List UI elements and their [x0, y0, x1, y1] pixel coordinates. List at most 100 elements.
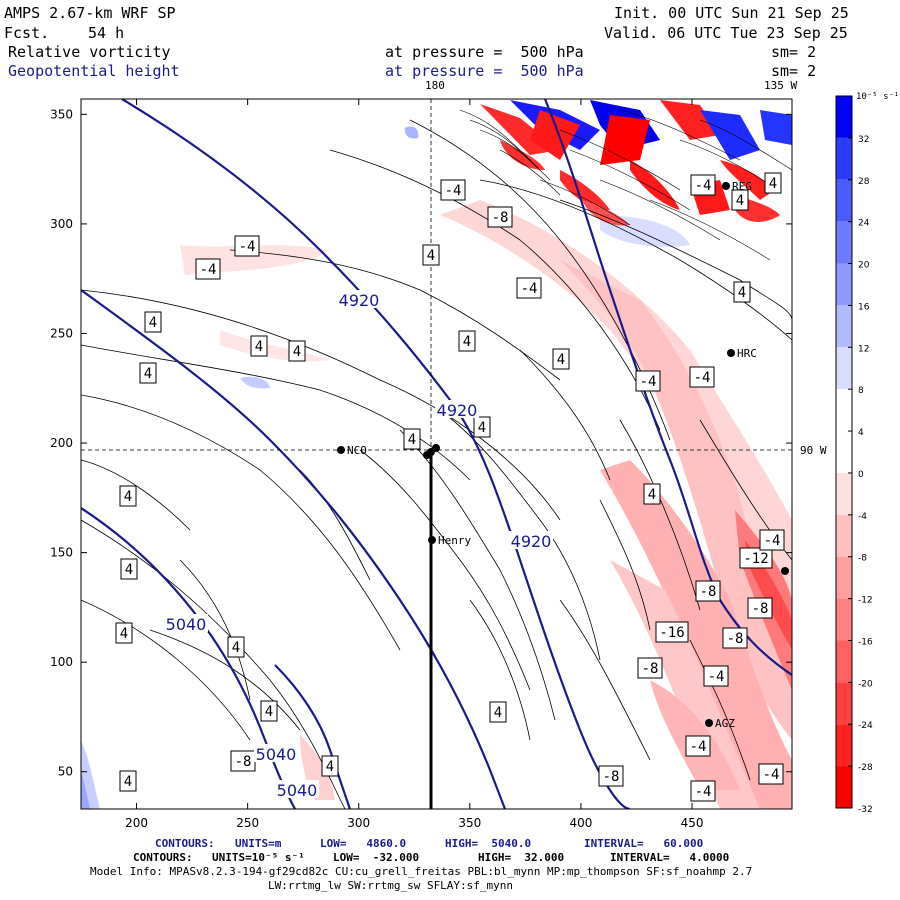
colorbar-label: 20 — [858, 261, 870, 271]
vorticity-label: -4 — [763, 767, 780, 783]
colorbar-label: 0 — [858, 470, 864, 480]
vorticity-label-box — [516, 277, 542, 299]
vorticity-label: 4 — [149, 315, 157, 331]
vorticity-label-box — [739, 547, 773, 569]
height-label: 5040 — [256, 745, 297, 764]
vorticity-label: -4 — [694, 370, 711, 386]
station-markers: NCO Henry HRC AGZ REG — [337, 180, 789, 730]
footer-model-info: Model Info: MPASv8.2.3-194-gf29cd82c CU:… — [90, 865, 753, 878]
vorticity-label-box — [637, 657, 663, 679]
y-tick-label: 150 — [50, 546, 73, 560]
x-tick-label: 200 — [125, 816, 148, 830]
footer-contours1-interval: INTERVAL= 60.000 — [584, 837, 704, 850]
vorticity-label-box — [759, 529, 785, 551]
vorticity-label: 4 — [478, 420, 486, 436]
vorticity-label-box — [690, 780, 716, 802]
vorticity-label-box — [260, 700, 278, 722]
vorticity-label: -4 — [239, 239, 256, 255]
vorticity-label-box — [250, 335, 268, 357]
colorbar-label: -4 — [858, 512, 867, 522]
vorticity-label: -8 — [492, 210, 509, 226]
y-tick-label: 50 — [58, 765, 73, 779]
colorbar-unit: 10⁻⁵ s⁻¹ — [856, 92, 900, 102]
colorbar-swatch — [836, 556, 852, 599]
colorbar-swatch — [836, 514, 852, 557]
field1-level: at pressure = 500 hPa — [385, 43, 584, 61]
vorticity-label-box — [321, 755, 339, 777]
vorticity-label-box — [489, 701, 507, 723]
station-dot — [722, 182, 730, 190]
vorticity-label: 4 — [124, 774, 132, 790]
station-dot — [428, 536, 436, 544]
vorticity-label-box — [764, 172, 782, 194]
height-label-bg — [164, 614, 208, 632]
forecast-hours: 54 h — [88, 24, 125, 42]
vorticity-label: 4 — [427, 248, 435, 264]
y-tick-label: 100 — [50, 655, 73, 669]
colorbar-label: 8 — [858, 386, 864, 396]
vorticity-label: -4 — [521, 281, 538, 297]
vorticity-label-box — [722, 627, 748, 649]
station-dot — [432, 444, 440, 452]
vorticity-label-box — [288, 340, 306, 362]
vorticity-contour-lines — [81, 119, 792, 809]
y-tick-label: 250 — [50, 326, 73, 340]
vorticity-label-box — [403, 428, 421, 450]
vorticity-label-box — [473, 416, 491, 438]
height-label: 4920 — [339, 291, 380, 310]
vorticity-label-box — [119, 485, 137, 507]
vorticity-label-box — [120, 558, 138, 580]
colorbar-swatch — [836, 179, 852, 222]
vorticity-label-box — [731, 189, 749, 211]
vorticity-label: 4 — [736, 193, 744, 209]
vorticity-label-box — [139, 362, 157, 384]
vorticity-label-box — [685, 735, 711, 757]
vorticity-label: 4 — [124, 489, 132, 505]
colorbar-label: -16 — [858, 637, 873, 647]
vorticity-label: 4 — [293, 344, 301, 360]
vorticity-label: -8 — [700, 584, 717, 600]
vorticity-label-box — [655, 621, 689, 643]
dense-contour-cluster — [459, 109, 792, 261]
vorticity-label: -12 — [743, 551, 768, 567]
colorbar-label: 12 — [858, 344, 869, 354]
colorbar-swatch — [836, 263, 852, 306]
vorticity-label: -4 — [695, 784, 712, 800]
colorbar-swatch — [836, 431, 852, 473]
station-label: HRC — [737, 347, 757, 360]
y-tick-label: 300 — [50, 217, 73, 231]
vorticity-label-box — [703, 665, 729, 687]
colorbar-label: 16 — [858, 302, 870, 312]
colorbar-swatch — [836, 472, 852, 515]
footer-model-info-2: LW:rrtmg_lw SW:rrtmg_sw SFLAY:sf_mynn — [268, 879, 514, 892]
plot-frame — [80, 98, 793, 810]
colorbar-swatch — [836, 347, 852, 390]
vorticity-label-box — [195, 258, 221, 280]
vorticity-label: 4 — [769, 176, 777, 192]
vorticity-label: 4 — [265, 704, 273, 720]
field1-name: Relative vorticity — [8, 43, 171, 61]
vorticity-label: 4 — [463, 334, 471, 350]
colorbar-label: -24 — [858, 721, 873, 731]
vorticity-label: 4 — [648, 487, 656, 503]
vorticity-label: 4 — [738, 285, 746, 301]
station-label: NCO — [347, 444, 367, 457]
model-title: AMPS 2.67-km WRF SP — [4, 4, 176, 22]
vorticity-label: -8 — [235, 754, 252, 770]
vorticity-label: -8 — [752, 601, 769, 617]
y-tick-label: 200 — [50, 436, 73, 450]
vorticity-label: -4 — [764, 533, 781, 549]
colorbar-label: 24 — [858, 219, 870, 229]
geopotential-height-contours — [81, 99, 792, 809]
vorticity-label-box — [635, 370, 661, 392]
lon-label-135w: 135 W — [764, 79, 798, 92]
colorbar-label: 4 — [858, 428, 864, 438]
x-tick-label: 250 — [236, 816, 259, 830]
vorticity-label-box — [598, 765, 624, 787]
field2-name: Geopotential height — [8, 62, 180, 80]
vorticity-label: 4 — [408, 432, 416, 448]
colorbar-swatch — [836, 305, 852, 348]
colorbar-label: 32 — [858, 135, 869, 145]
height-label: 5040 — [277, 781, 318, 800]
